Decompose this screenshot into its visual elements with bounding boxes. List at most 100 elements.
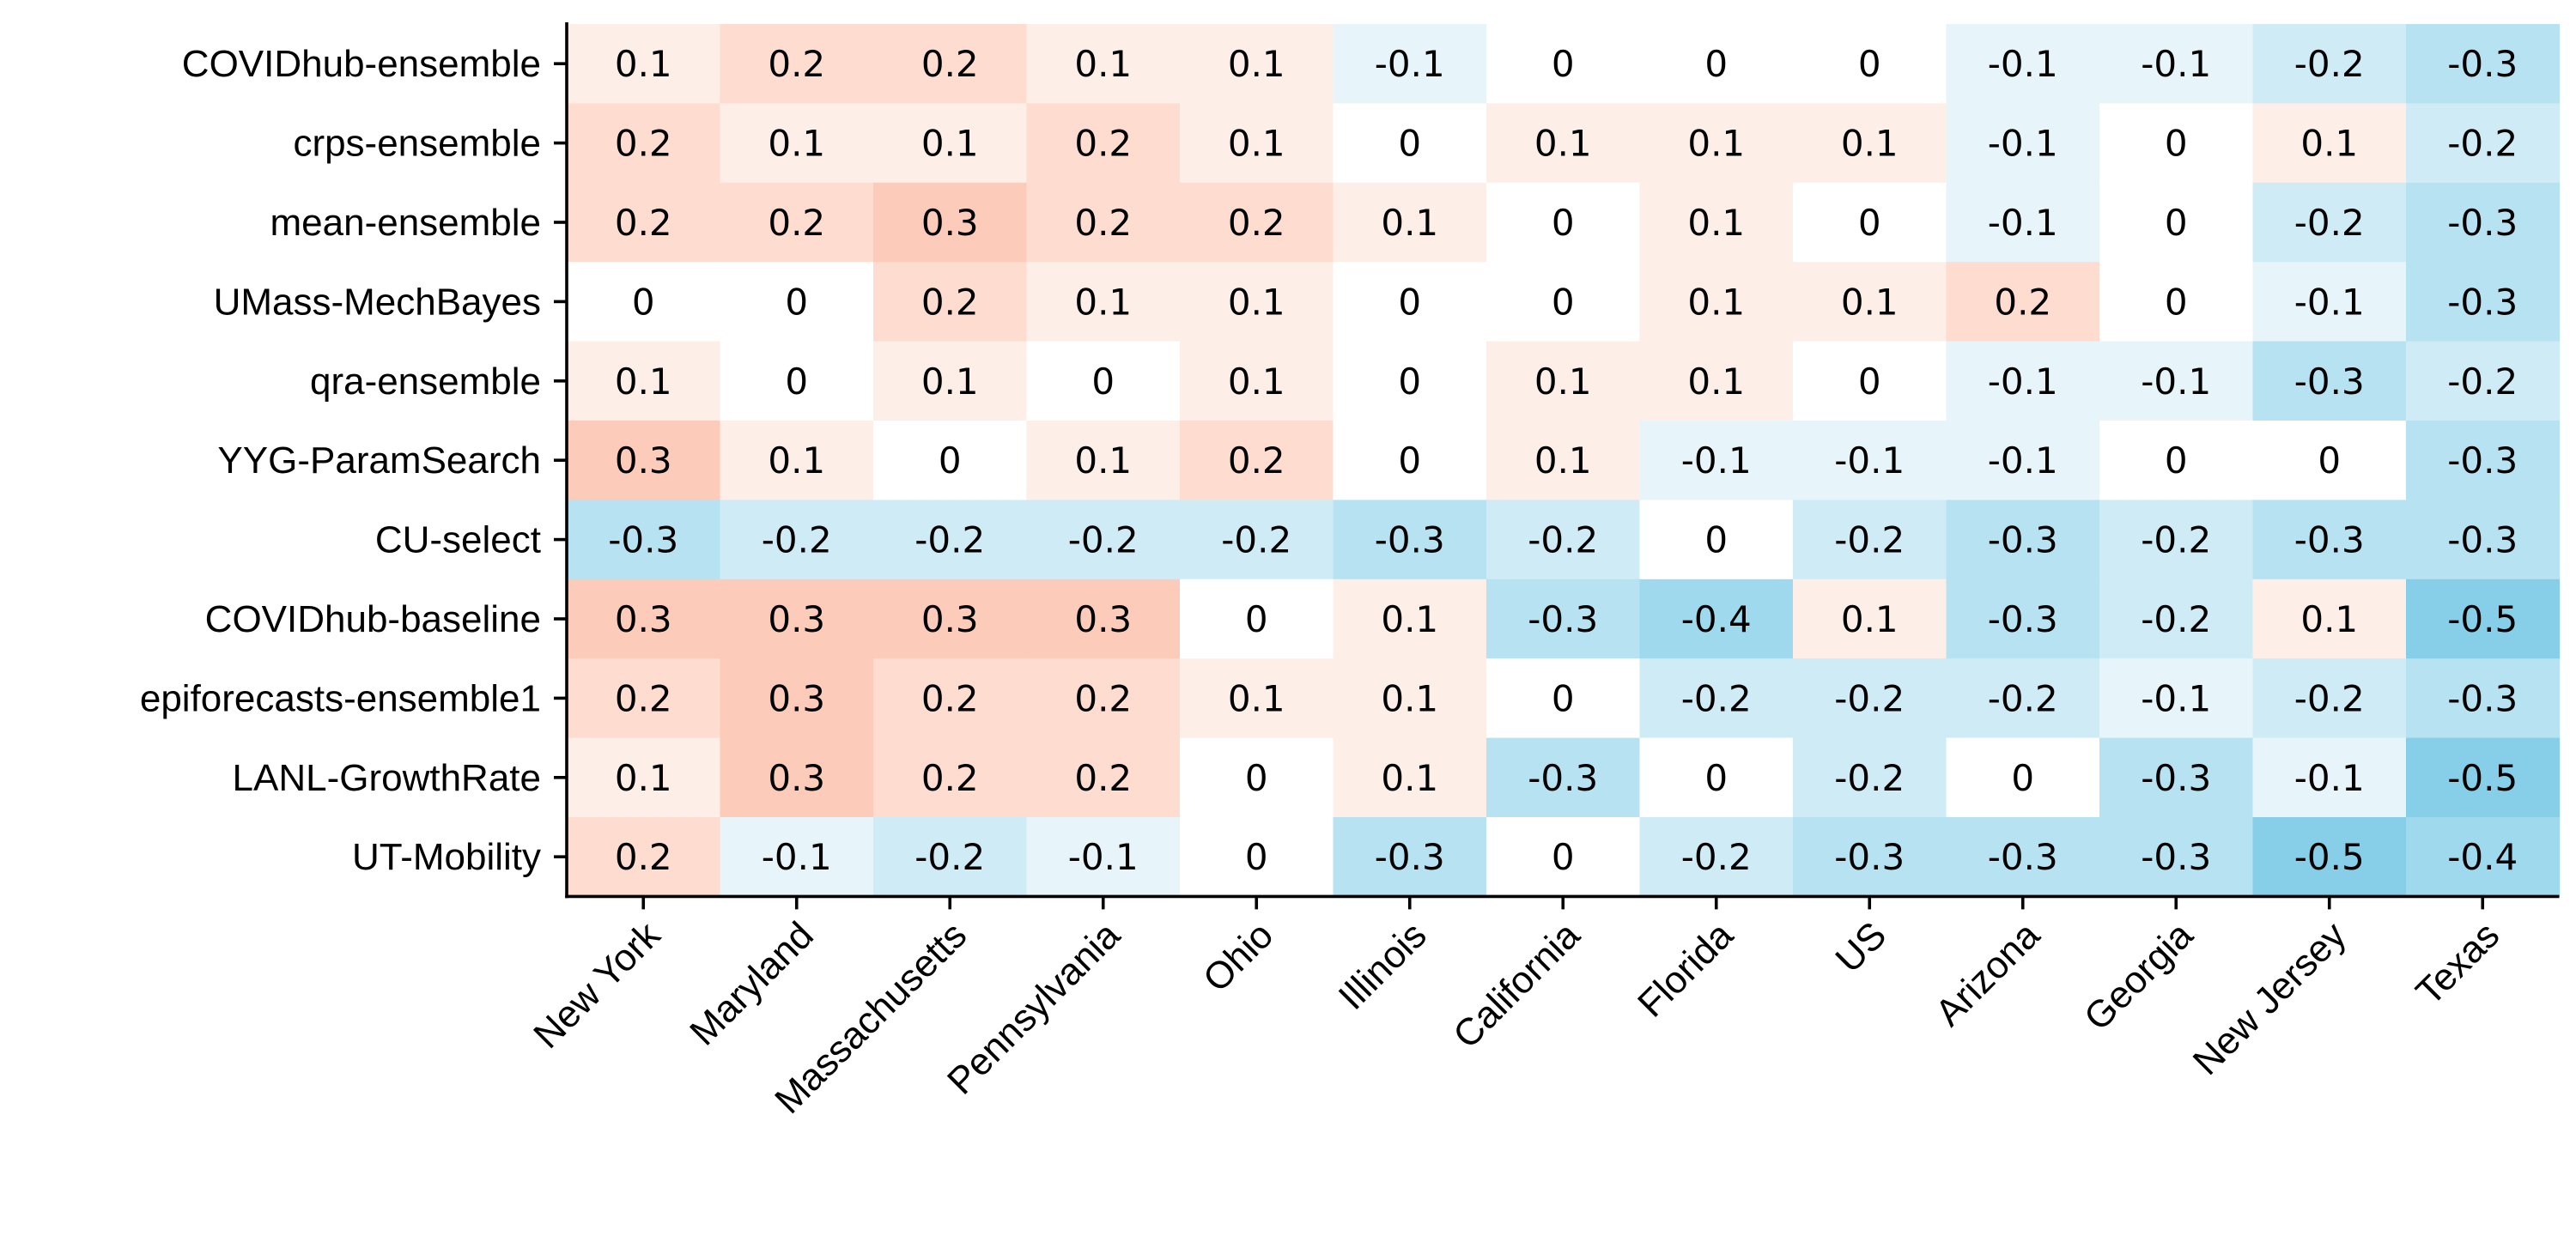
cell-value-label: 0 [1704,43,1728,85]
cell-value-label: 0 [2165,123,2188,165]
cell-value-label: 0.2 [768,202,825,244]
cell-value-label: 0.1 [1841,123,1899,165]
cell-value-label: -0.2 [1068,519,1139,561]
heatmap-cell [1180,658,1334,739]
cell-value-label: 0 [1858,202,1881,244]
cell-value-label: -0.2 [1834,519,1905,561]
heatmap-cell [1946,579,2100,659]
row-label: mean-ensemble [270,202,542,244]
heatmap-cell [567,262,721,342]
cell-value-label: -0.3 [2294,360,2365,403]
cell-value-label: -0.1 [2141,677,2211,719]
cell-value-label: 0 [1398,123,1421,165]
heatmap-cell [1486,579,1641,659]
heatmap-cell [1639,737,1794,818]
cell-value-label: 0.3 [921,202,979,244]
heatmap-cell [1333,24,1487,104]
heatmap-cell [720,24,874,104]
heatmap-cell [2252,500,2407,580]
cell-value-label: -0.1 [1834,439,1905,482]
cell-value-label: -0.2 [2294,43,2365,85]
heatmap-cell [2252,817,2407,897]
cell-value-label: -0.3 [2141,757,2211,799]
heatmap-cell [1180,500,1334,580]
cell-value-label: -0.2 [2294,202,2365,244]
cell-value-label: 0 [1704,519,1728,561]
cell-value-label: -0.2 [762,519,832,561]
cell-value-label: -0.1 [2294,281,2365,323]
heatmap-cell [1946,817,2100,897]
cell-value-label: 0 [632,281,655,323]
heatmap-cell [567,421,721,500]
cell-value-label: 0.1 [921,123,979,165]
heatmap-cell [567,341,721,421]
cell-value-label: 0.1 [615,360,672,403]
cell-value-label: -0.1 [2294,757,2365,799]
heatmap-cell [1333,341,1487,421]
cell-value-label: 0.2 [1074,123,1132,165]
cell-value-label: 0.3 [768,757,825,799]
cell-value-label: -0.1 [2141,43,2211,85]
cell-value-label: 0.2 [615,202,672,244]
heatmap-cell [1946,103,2100,184]
heatmap-cell [567,817,721,897]
cell-value-label: 0.3 [615,598,672,640]
heatmap-cell [2099,500,2254,580]
cell-value-label: 0 [1398,281,1421,323]
cell-value-label: 0.1 [615,757,672,799]
cell-value-label: 0 [939,439,962,482]
cell-value-label: 0.1 [1534,360,1592,403]
row-label: YYG-ParamSearch [217,439,541,482]
heatmap-cell [567,103,721,184]
cell-value-label: 0.1 [1228,281,1285,323]
heatmap-cell [2406,817,2561,897]
heatmap-cell [1793,182,1947,263]
heatmap-cell [873,500,1028,580]
cell-value-label: -0.1 [762,836,832,878]
heatmap-cell [873,262,1028,342]
heatmap-cell [2099,341,2254,421]
heatmap-cell [1180,182,1334,263]
heatmap-cell [2252,579,2407,659]
column-label: Georgia [2076,913,2202,1039]
row-label: qra-ensemble [310,360,541,403]
heatmap-cell [873,817,1028,897]
heatmap-cell [720,658,874,739]
heatmap-cell [2099,421,2254,500]
heatmap-cell [2099,24,2254,104]
cell-value-label: -0.4 [2447,836,2518,878]
cell-value-label: 0 [785,360,808,403]
heatmap-cell [1486,817,1641,897]
cell-value-label: -0.1 [1988,439,2058,482]
heatmap-cell [1333,421,1487,500]
cell-value-label: 0.3 [768,598,825,640]
cell-value-label: -0.3 [2294,519,2365,561]
heatmap-cell [1333,182,1487,263]
heatmap-cell [2406,500,2561,580]
heatmap-cell [1639,658,1794,739]
cell-value-label: 0.1 [1841,281,1899,323]
cell-value-label: 0.1 [1228,43,1285,85]
column-label: Illinois [1331,914,1435,1018]
heatmap-cell [567,737,721,818]
heatmap-cell [2406,737,2561,818]
heatmap-cell [720,182,874,263]
cell-value-label: -0.1 [1988,123,2058,165]
cell-value-label: 0.1 [1381,677,1438,719]
cell-value-label: -0.2 [1834,677,1905,719]
heatmap-cell [1639,341,1794,421]
column-label: Florida [1630,913,1741,1025]
heatmap-cell [1486,341,1641,421]
heatmap-cell [873,737,1028,818]
cell-value-label: 0.1 [1228,123,1285,165]
row-tick-labels: COVIDhub-ensemble crps-ensemble mean-ensem… [140,43,541,878]
cell-value-label: -0.2 [1681,836,1752,878]
row-label: UMass-MechBayes [214,281,541,323]
cell-value-label: -0.3 [2141,836,2211,878]
cell-value-label: -0.2 [2294,677,2365,719]
cell-value-label: 0 [1552,836,1575,878]
heatmap-cell [1639,500,1794,580]
heatmap-cell [1946,421,2100,500]
cell-value-label: 0.2 [1074,202,1132,244]
